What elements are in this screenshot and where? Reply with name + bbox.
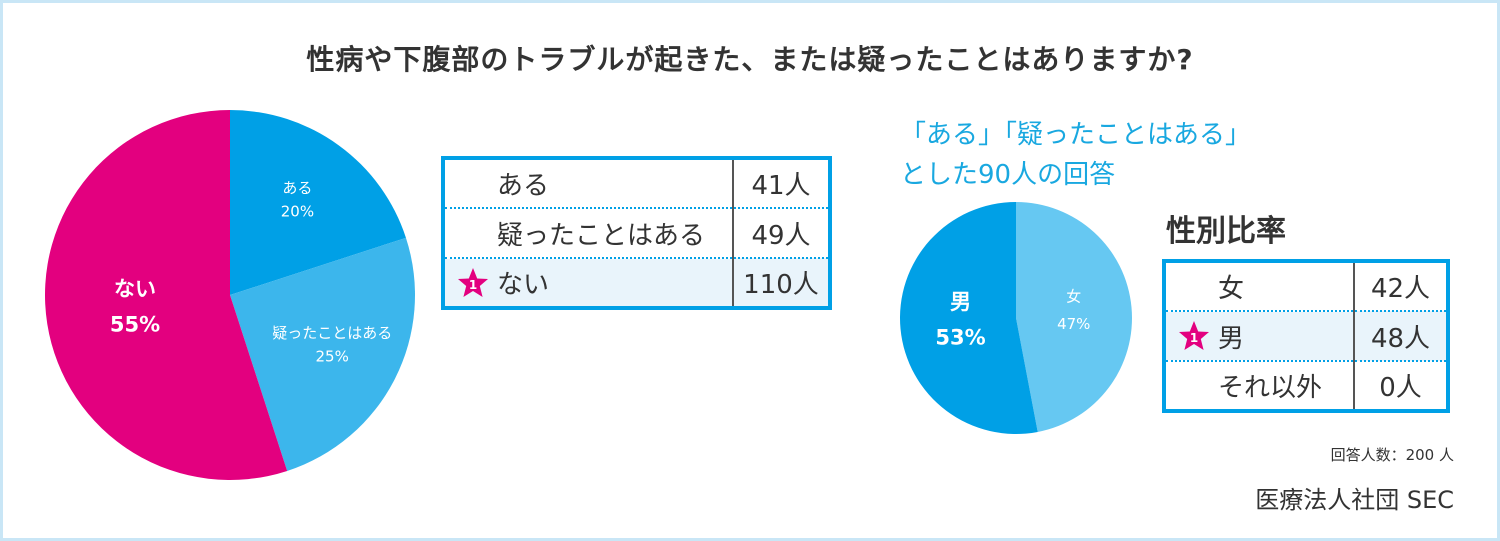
row-label-cell: 1 男 xyxy=(1164,311,1354,362)
gender-pie-chart: 女 47% 男 53% xyxy=(900,202,1132,434)
slice-label-0: ある xyxy=(282,179,312,197)
slice-label-0: 女 xyxy=(1066,288,1081,306)
table-row: 1 ない 110人 xyxy=(443,258,830,308)
subset-title: 「ある」「疑ったことはある」 とした90人の回答 xyxy=(900,115,1251,195)
row-count: 41人 xyxy=(732,158,830,209)
pie-slice-1 xyxy=(230,237,415,471)
subset-title-line1: 「ある」「疑ったことはある」 xyxy=(900,120,1252,150)
row-label: ない xyxy=(497,270,550,300)
slice-label-1: 疑ったことはある xyxy=(272,324,392,342)
table-row: それ以外 0人 xyxy=(1164,361,1448,411)
row-count: 110人 xyxy=(732,258,830,308)
slice-percent-0: 47% xyxy=(1057,315,1090,333)
row-label: 女 xyxy=(1164,261,1354,312)
gender-count-table: 女 42人 1 男 48人 それ以外 0人 xyxy=(1162,259,1450,413)
rank-number: 1 xyxy=(1190,331,1198,345)
gender-heading: 性別比率 xyxy=(1166,214,1286,249)
slice-percent-2: 55% xyxy=(110,312,160,336)
pie-slice-2 xyxy=(45,110,288,480)
main-title: 性病や下腹部のトラブルが起きた、または疑ったことはありますか? xyxy=(306,43,1194,76)
rank-number: 1 xyxy=(469,278,477,292)
slice-label-2: ない xyxy=(114,277,156,301)
rank-star-icon: 1 xyxy=(1179,321,1209,350)
pie-slice-0 xyxy=(230,110,406,295)
respondent-count: 回答人数：200 人 xyxy=(1330,446,1454,464)
row-label: ある xyxy=(443,158,733,209)
table-row: ある 41人 xyxy=(443,158,830,209)
subset-title-line2: とした90人の回答 xyxy=(900,160,1116,190)
rank-star-icon: 1 xyxy=(458,267,488,297)
slice-label-1: 男 xyxy=(950,290,971,314)
slice-percent-1: 53% xyxy=(935,326,985,350)
main-count-table: ある 41人 疑ったことはある 49人 1 ない 110人 xyxy=(441,156,832,310)
row-count: 0人 xyxy=(1353,361,1448,411)
row-label: 疑ったことはある xyxy=(443,208,733,259)
main-pie-chart: ある 20% 疑ったことはある 25% ない 55% xyxy=(45,110,415,480)
row-label-cell: 1 ない xyxy=(443,258,733,308)
row-label: それ以外 xyxy=(1218,373,1323,403)
pie-slice-0 xyxy=(1016,202,1132,432)
table-row: 疑ったことはある 49人 xyxy=(443,208,830,259)
row-count: 42人 xyxy=(1353,261,1448,312)
row-label: 男 xyxy=(1218,323,1245,354)
row-count: 48人 xyxy=(1353,311,1448,362)
source-credit: 医療法人社団 SEC xyxy=(1255,486,1454,514)
table-row: 女 42人 xyxy=(1164,261,1448,312)
table-row: 1 男 48人 xyxy=(1164,311,1448,362)
row-count: 49人 xyxy=(732,208,830,259)
slice-percent-1: 25% xyxy=(316,347,349,365)
slice-percent-0: 20% xyxy=(281,202,314,220)
pie-slice-1 xyxy=(900,202,1038,434)
